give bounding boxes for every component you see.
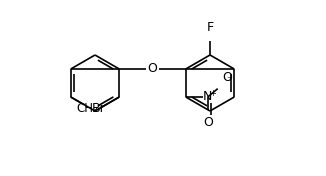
Text: O: O <box>203 116 213 129</box>
Text: CH₃: CH₃ <box>76 102 98 115</box>
Text: O: O <box>223 71 232 84</box>
Text: F: F <box>206 21 214 34</box>
Text: +: + <box>209 89 216 98</box>
Text: Br: Br <box>92 102 106 115</box>
Text: O: O <box>148 62 157 76</box>
Text: N: N <box>203 90 213 103</box>
Text: ⁻: ⁻ <box>227 76 232 85</box>
